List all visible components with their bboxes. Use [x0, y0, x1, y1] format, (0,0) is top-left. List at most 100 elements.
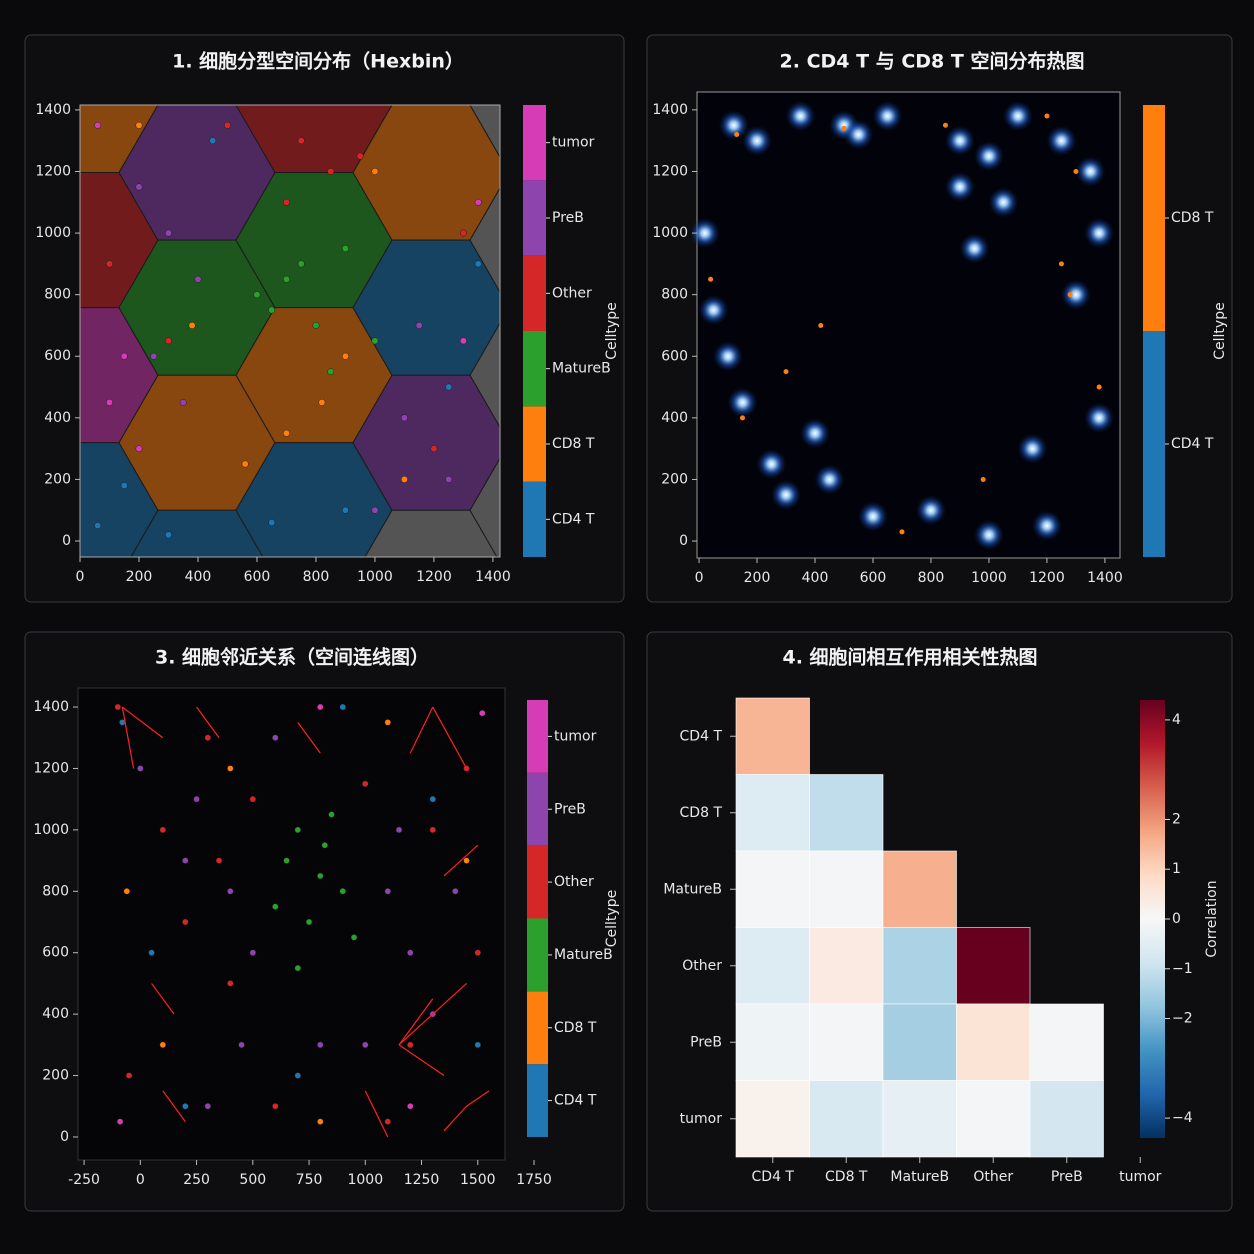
cell-point [249, 795, 257, 803]
y-tick-label: 800 [42, 883, 69, 899]
x-tick-label: Other [973, 1169, 1013, 1185]
y-tick-label: 1200 [33, 760, 69, 776]
cell-point [123, 888, 131, 895]
cell-point [327, 168, 335, 175]
cell-point [317, 1041, 324, 1049]
density-spot [713, 341, 744, 372]
x-tick-label: 1400 [475, 569, 511, 585]
cell-point [356, 152, 364, 160]
cell-point [116, 1118, 124, 1125]
cell-point [429, 826, 436, 834]
cell-point [430, 445, 438, 453]
heatmap-cell [882, 927, 957, 1005]
cell-point [479, 709, 486, 717]
cell-point [339, 703, 346, 711]
plot-frame [79, 104, 501, 558]
legend-swatch [523, 331, 546, 407]
cell-point [253, 291, 261, 299]
heatmap-cell [956, 927, 1031, 1005]
cell-point [188, 322, 196, 329]
x-tick-label: MatureB [890, 1169, 949, 1185]
cell-point [227, 980, 234, 987]
cell-point [317, 1118, 324, 1125]
cell-point [342, 506, 349, 514]
density-spot [1084, 402, 1115, 433]
cell-point [165, 229, 172, 237]
legend-swatch [523, 105, 546, 181]
cell-point [407, 1041, 414, 1049]
cell-point [159, 1041, 167, 1049]
legend-swatch [527, 918, 548, 992]
cell-point [283, 429, 290, 437]
x-tick-label: 600 [860, 570, 887, 586]
hexbin-cell [469, 105, 500, 158]
cell-point [182, 857, 189, 864]
heatmap-cell [956, 1080, 1031, 1158]
heatmap-cell [882, 1003, 957, 1081]
neighbor-edge [196, 706, 220, 739]
density-spot [959, 233, 990, 264]
chart-title: 4. 细胞间相互作用相关性热图 [782, 646, 1037, 669]
legend-label: CD4 T [554, 1093, 597, 1109]
cell-point [463, 857, 470, 864]
cell-point [474, 198, 482, 206]
heatmap-cell [735, 1080, 810, 1158]
y-tick-label: 600 [661, 348, 688, 364]
x-tick-label: 1250 [404, 1172, 440, 1188]
cell-point [371, 506, 379, 514]
colorbar-tick-label: −4 [1172, 1110, 1193, 1126]
legend-label: PreB [552, 210, 584, 226]
legend-swatch [523, 255, 546, 331]
density-spot [944, 171, 975, 202]
legend-title: Celltype [604, 890, 620, 947]
heatmap-cell [809, 927, 884, 1005]
neighbor-edge [466, 1090, 490, 1107]
cell-point [708, 276, 714, 282]
y-tick-label: 400 [44, 410, 71, 426]
y-tick-label: 0 [60, 1129, 69, 1145]
legend-label: CD4 T [1171, 436, 1214, 452]
colorbar-tick-label: 4 [1172, 712, 1181, 728]
hexbin-cell [469, 457, 500, 557]
cell-point [135, 183, 143, 191]
y-tick-label: 1000 [35, 225, 71, 241]
cell-point [327, 368, 335, 376]
colorbar-tick-label: 1 [1172, 861, 1181, 877]
cell-point [318, 399, 326, 406]
cell-point [268, 519, 276, 526]
legend-label: CD8 T [554, 1020, 597, 1036]
density-spot [1046, 125, 1077, 156]
cell-point [204, 1103, 212, 1110]
x-tick-label: 1400 [1087, 570, 1123, 586]
density-spot [814, 464, 845, 495]
legend-swatch [527, 1064, 548, 1137]
chart-title: 2. CD4 T 与 CD8 T 空间分布热图 [780, 50, 1085, 73]
neighbor-edge [364, 1090, 389, 1138]
x-tick-label: 400 [802, 570, 829, 586]
cell-point [362, 780, 369, 788]
cell-point [328, 811, 335, 818]
neighbor-edge [443, 1105, 467, 1132]
density-spot [718, 110, 749, 141]
cell-point [159, 826, 167, 834]
x-tick-label: 800 [918, 570, 945, 586]
cell-point [899, 529, 905, 535]
cell-point [1044, 113, 1050, 119]
cell-point [125, 1072, 133, 1079]
cell-point [1067, 292, 1073, 298]
legend-label: Other [552, 285, 592, 301]
colorbar [1140, 700, 1165, 1138]
x-tick-label: tumor [1119, 1169, 1162, 1185]
y-tick-label: 1400 [35, 102, 71, 118]
legend-label: MatureB [554, 947, 613, 963]
density-spot [843, 119, 874, 150]
y-tick-label: 1000 [33, 822, 69, 838]
chart-title: 1. 细胞分型空间分布（Hexbin） [172, 50, 464, 73]
heatmap-cell [809, 1003, 884, 1081]
x-tick-label: PreB [1051, 1169, 1083, 1185]
cell-point [227, 765, 234, 772]
cell-point [283, 275, 290, 283]
density-spot [973, 519, 1004, 550]
density-spot [1031, 510, 1062, 541]
